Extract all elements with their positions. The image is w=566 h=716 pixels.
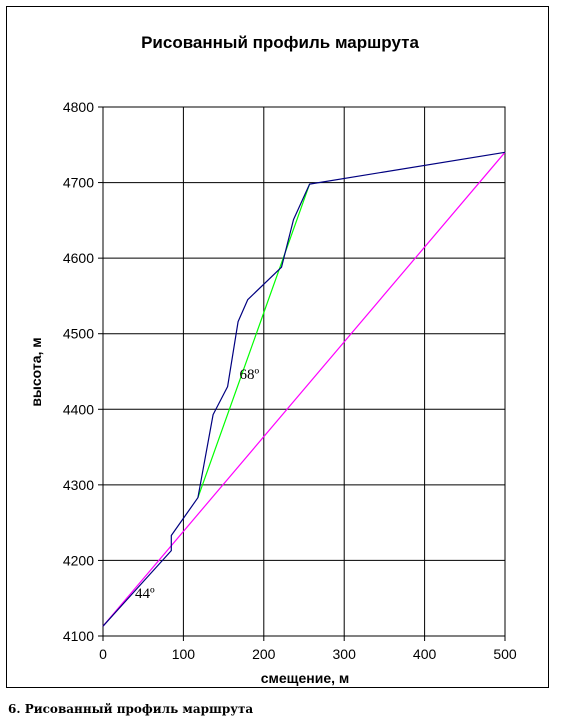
y-tick-label: 4400 — [63, 401, 94, 417]
y-tick-label: 4800 — [63, 99, 94, 115]
x-tick-label: 200 — [252, 646, 276, 662]
plot-area — [102, 106, 506, 637]
series-layer — [102, 151, 506, 627]
angle-annotation: 68º — [239, 367, 259, 383]
series-line-2 — [102, 151, 506, 627]
chart-frame — [6, 6, 549, 688]
y-tick-label: 4200 — [63, 552, 94, 568]
figure-caption: 6. Рисованный профиль маршрута — [8, 702, 254, 716]
series-line-1 — [197, 183, 311, 498]
chart-title: Рисованный профиль маршрута — [141, 33, 419, 52]
series-line-0 — [102, 151, 506, 627]
annotation-layer: 68º 44º — [135, 367, 260, 602]
x-tick-label: 0 — [99, 646, 107, 662]
y-tick-label: 4500 — [63, 326, 94, 342]
y-tick-label: 4700 — [63, 175, 94, 191]
x-tick-label: 400 — [413, 646, 437, 662]
x-axis-label: смещение, м — [261, 670, 350, 686]
ticks-layer: 0 100 200 300 400 500 4100 4200 4300 4400 4500 4600… — [63, 99, 517, 662]
y-tick-label: 4600 — [63, 250, 94, 266]
y-tick-label: 4100 — [63, 628, 94, 644]
y-tick-label: 4300 — [63, 477, 94, 493]
x-tick-label: 100 — [172, 646, 196, 662]
angle-annotation: 44º — [135, 586, 155, 602]
chart-plot: Рисованный профиль маршрута 0 100 200 300 40… — [28, 33, 517, 686]
y-axis-label: высота, м — [28, 337, 44, 406]
x-tick-label: 300 — [333, 646, 357, 662]
grid-layer — [103, 107, 505, 636]
x-tick-label: 500 — [493, 646, 517, 662]
